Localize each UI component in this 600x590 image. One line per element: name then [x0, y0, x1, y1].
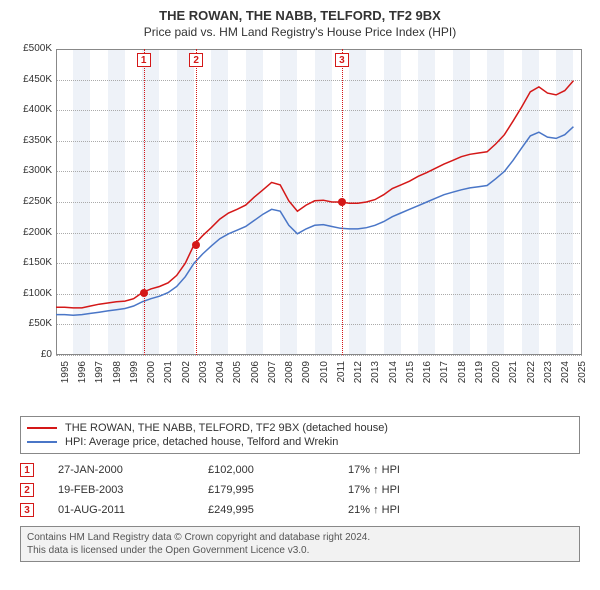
- footer-attribution: Contains HM Land Registry data © Crown c…: [20, 526, 580, 562]
- sale-price: £102,000: [208, 464, 348, 476]
- chart-subtitle: Price paid vs. HM Land Registry's House …: [10, 25, 590, 39]
- sales-table: 1 27-JAN-2000£102,00017% ↑ HPI 2 19-FEB-200…: [20, 460, 580, 520]
- legend-label: HPI: Average price, detached house, Telf…: [65, 436, 338, 448]
- sale-date: 19-FEB-2003: [58, 484, 208, 496]
- chart-lines: [14, 45, 586, 410]
- sale-marker-dot: [338, 198, 346, 206]
- sale-date: 27-JAN-2000: [58, 464, 208, 476]
- sale-marker-box: 2: [189, 53, 203, 67]
- legend-label: THE ROWAN, THE NABB, TELFORD, TF2 9BX (d…: [65, 422, 388, 434]
- sale-price: £249,995: [208, 504, 348, 516]
- sale-row: 2 19-FEB-2003£179,99517% ↑ HPI: [20, 480, 580, 500]
- sale-row-marker: 1: [20, 463, 34, 477]
- sale-price: £179,995: [208, 484, 348, 496]
- sale-row: 3 01-AUG-2011£249,99521% ↑ HPI: [20, 500, 580, 520]
- sale-marker-box: 1: [137, 53, 151, 67]
- sale-row-marker: 3: [20, 503, 34, 517]
- legend-item: HPI: Average price, detached house, Telf…: [27, 435, 573, 449]
- arrow-up-icon: ↑: [373, 464, 379, 476]
- sale-vs-hpi: 17% ↑ HPI: [348, 464, 580, 476]
- sale-vs-hpi: 17% ↑ HPI: [348, 484, 580, 496]
- sale-marker-dot: [192, 241, 200, 249]
- series-hpi: [56, 127, 573, 316]
- footer-line: Contains HM Land Registry data © Crown c…: [27, 531, 573, 544]
- arrow-up-icon: ↑: [373, 484, 379, 496]
- legend-swatch-hpi: [27, 441, 57, 443]
- legend: THE ROWAN, THE NABB, TELFORD, TF2 9BX (d…: [20, 416, 580, 454]
- arrow-up-icon: ↑: [373, 504, 379, 516]
- line-chart: £0£50K£100K£150K£200K£250K£300K£350K£400…: [14, 45, 586, 410]
- series-subject: [56, 81, 573, 308]
- page-container: THE ROWAN, THE NABB, TELFORD, TF2 9BX Pr…: [0, 0, 600, 568]
- sale-vs-hpi: 21% ↑ HPI: [348, 504, 580, 516]
- sale-marker-line: [144, 49, 145, 355]
- sale-marker-line: [196, 49, 197, 355]
- footer-line: This data is licensed under the Open Gov…: [27, 544, 573, 557]
- chart-title: THE ROWAN, THE NABB, TELFORD, TF2 9BX: [10, 8, 590, 23]
- sale-marker-box: 3: [335, 53, 349, 67]
- sale-row-marker: 2: [20, 483, 34, 497]
- legend-swatch-subject: [27, 427, 57, 429]
- sale-date: 01-AUG-2011: [58, 504, 208, 516]
- legend-item: THE ROWAN, THE NABB, TELFORD, TF2 9BX (d…: [27, 421, 573, 435]
- sale-marker-dot: [140, 289, 148, 297]
- sale-row: 1 27-JAN-2000£102,00017% ↑ HPI: [20, 460, 580, 480]
